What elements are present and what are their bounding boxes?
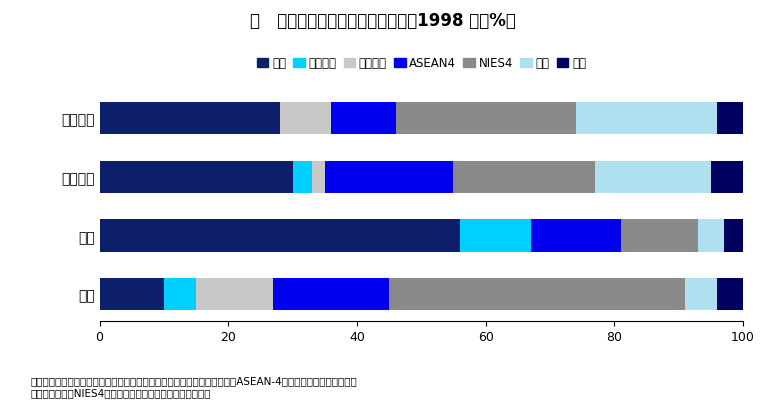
Bar — [293, 161, 312, 193]
Bar — [395, 103, 576, 135]
Bar — [453, 161, 595, 193]
Bar — [280, 103, 331, 135]
Bar — [164, 278, 196, 310]
Bar — [312, 161, 325, 193]
Bar — [698, 220, 724, 252]
Bar — [576, 103, 717, 135]
Bar — [717, 103, 743, 135]
Bar — [100, 220, 460, 252]
Bar — [389, 278, 685, 310]
Bar — [331, 103, 395, 135]
Text: 资料来源：日本经济产业省《海外经营活动基础调查》，海通证券研究所。ASEAN-4指马来西亚、印度尼西亚、
泰国、菲律宾；NIES4指新加坡、中国香港、中国台湾、: 资料来源：日本经济产业省《海外经营活动基础调查》，海通证券研究所。ASEAN-4… — [31, 375, 358, 397]
Bar — [325, 161, 453, 193]
Bar — [100, 161, 293, 193]
Bar — [273, 278, 389, 310]
Bar — [460, 220, 531, 252]
Bar — [717, 278, 743, 310]
Bar — [100, 278, 164, 310]
Bar — [196, 278, 273, 310]
Bar — [595, 161, 711, 193]
Bar — [620, 220, 698, 252]
Bar — [724, 220, 743, 252]
Bar — [531, 220, 620, 252]
Bar — [685, 278, 717, 310]
Bar — [711, 161, 743, 193]
Text: 图   日本部分行业的分地区销售额（1998 年，%）: 图 日本部分行业的分地区销售额（1998 年，%） — [250, 12, 516, 30]
Bar — [100, 103, 280, 135]
Legend: 北美, 中南美洲, 中国大陆, ASEAN4, NIES4, 欧洲, 其他: 北美, 中南美洲, 中国大陆, ASEAN4, NIES4, 欧洲, 其他 — [252, 53, 591, 75]
